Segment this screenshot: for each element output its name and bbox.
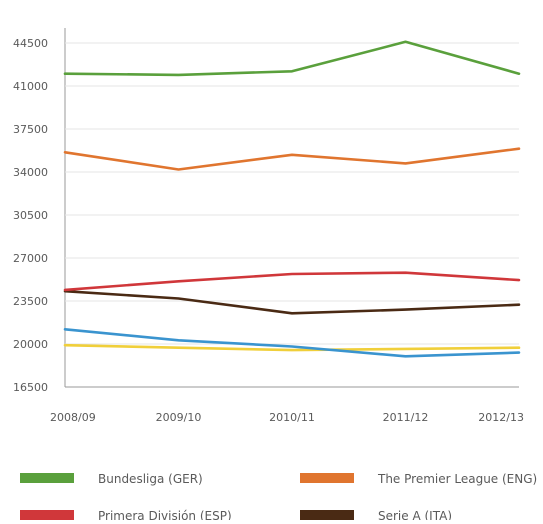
series-line bbox=[63, 289, 521, 315]
legend-swatch bbox=[20, 510, 74, 520]
series-line bbox=[63, 343, 521, 352]
legend-label: Bundesliga (GER) bbox=[98, 472, 203, 486]
y-tick-label: 16500 bbox=[13, 381, 48, 394]
y-tick-label: 20000 bbox=[13, 338, 48, 351]
series-line bbox=[63, 40, 521, 77]
y-tick-label: 44500 bbox=[13, 37, 48, 50]
legend-swatch bbox=[20, 473, 74, 483]
series-line bbox=[63, 327, 521, 358]
y-tick-label: 23500 bbox=[13, 295, 48, 308]
legend-swatch bbox=[300, 510, 354, 520]
y-tick-label: 27000 bbox=[13, 252, 48, 265]
x-tick-label: 2009/10 bbox=[156, 411, 202, 424]
y-tick-label: 41000 bbox=[13, 80, 48, 93]
y-tick-label: 30500 bbox=[13, 209, 48, 222]
x-tick-label: 2008/09 bbox=[50, 411, 96, 424]
y-tick-label: 34000 bbox=[13, 166, 48, 179]
series-line bbox=[63, 271, 521, 292]
y-tick-label: 37500 bbox=[13, 123, 48, 136]
legend-label: Serie A (ITA) bbox=[378, 509, 452, 520]
legend-label: The Premier League (ENG) bbox=[377, 472, 537, 486]
legend-swatch bbox=[300, 473, 354, 483]
series-line bbox=[63, 147, 521, 171]
x-tick-label: 2012/13 bbox=[478, 411, 524, 424]
legend-label: Primera División (ESP) bbox=[98, 509, 232, 520]
x-tick-label: 2010/11 bbox=[269, 411, 315, 424]
x-tick-label: 2011/12 bbox=[383, 411, 429, 424]
